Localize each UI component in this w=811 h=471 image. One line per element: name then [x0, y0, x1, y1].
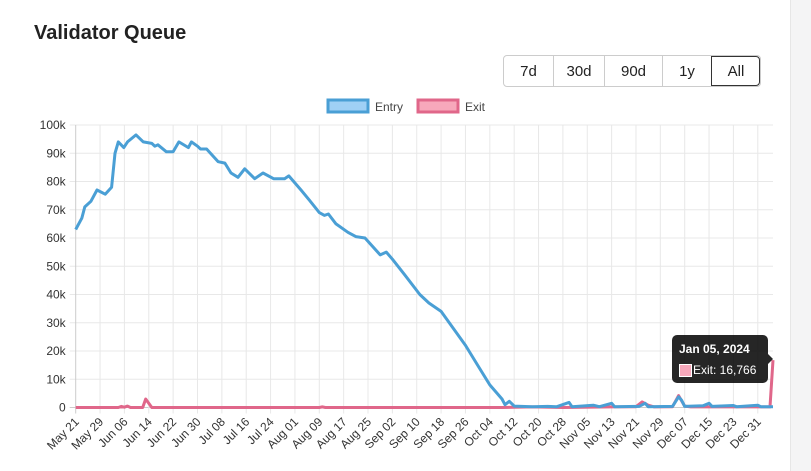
- range-button-30d[interactable]: 30d: [553, 56, 604, 86]
- y-tick-label: 40k: [46, 288, 66, 302]
- range-button-all[interactable]: All: [711, 56, 760, 86]
- validator-queue-card: Validator Queue 7d 30d 90d 1y All 0 10k 20k 30k…: [0, 0, 791, 471]
- range-button-1y[interactable]: 1y: [662, 56, 711, 86]
- legend-swatch-exit: [416, 98, 460, 114]
- time-range-selector: 7d 30d 90d 1y All: [503, 55, 761, 87]
- tooltip-exit-swatch: [679, 364, 692, 377]
- y-tick-label: 10k: [46, 372, 66, 386]
- x-tick-label: Jul 08: [195, 414, 228, 447]
- tooltip-value: Exit: 16,766: [693, 363, 757, 377]
- range-button-7d[interactable]: 7d: [504, 56, 553, 86]
- series-line-exit: [75, 360, 775, 409]
- range-button-90d[interactable]: 90d: [604, 56, 662, 86]
- x-tick-label: Jul 16: [220, 414, 253, 447]
- legend-swatch-entry: [326, 98, 370, 114]
- y-tick-label: 20k: [46, 344, 66, 358]
- y-tick-label: 30k: [46, 316, 66, 330]
- legend-label-exit: Exit: [465, 100, 486, 114]
- chart-tooltip: Jan 05, 2024 Exit: 16,766: [672, 335, 773, 383]
- y-tick-label: 90k: [46, 146, 66, 160]
- series-line-entry: [74, 133, 773, 409]
- y-tick-label: 0: [59, 401, 66, 415]
- y-tick-label: 50k: [46, 259, 66, 273]
- y-tick-label: 80k: [46, 175, 66, 189]
- tooltip-date: Jan 05, 2024: [679, 342, 750, 356]
- legend-label-entry: Entry: [375, 100, 403, 114]
- y-tick-label: 70k: [46, 203, 66, 217]
- y-tick-label: 100k: [40, 118, 67, 132]
- y-tick-label: 60k: [46, 231, 66, 245]
- page-title: Validator Queue: [34, 22, 187, 44]
